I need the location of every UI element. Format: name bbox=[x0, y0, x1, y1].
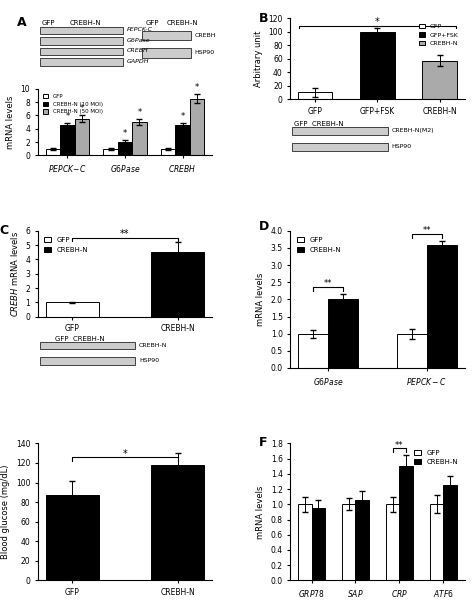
Bar bbox=[397, 334, 427, 368]
Text: **: ** bbox=[324, 279, 332, 288]
Text: CREBH-N: CREBH-N bbox=[69, 20, 101, 26]
Bar bbox=[40, 58, 123, 65]
Bar bbox=[292, 143, 388, 151]
Text: **: ** bbox=[395, 441, 404, 450]
Text: HSP90: HSP90 bbox=[139, 358, 159, 363]
Bar bbox=[46, 302, 99, 316]
Bar bbox=[132, 122, 146, 155]
Bar bbox=[356, 500, 369, 580]
Bar bbox=[60, 125, 74, 155]
Text: *: * bbox=[65, 112, 70, 121]
Bar bbox=[46, 496, 99, 580]
Text: GFP  CREBH-N: GFP CREBH-N bbox=[294, 122, 344, 127]
Bar bbox=[142, 48, 191, 57]
Text: *: * bbox=[195, 83, 199, 92]
Text: GFP  CREBH-N: GFP CREBH-N bbox=[55, 336, 105, 342]
Bar bbox=[400, 466, 413, 580]
Text: GAPDH: GAPDH bbox=[127, 59, 149, 64]
Bar bbox=[103, 148, 118, 155]
Bar bbox=[298, 334, 328, 368]
Bar bbox=[151, 252, 204, 316]
Text: GFP: GFP bbox=[146, 20, 159, 26]
Bar bbox=[386, 504, 400, 580]
Legend: GFP, CREBH-N: GFP, CREBH-N bbox=[411, 447, 461, 468]
Text: HSP90: HSP90 bbox=[195, 50, 215, 55]
Y-axis label: mRNA levels: mRNA levels bbox=[6, 95, 15, 148]
Text: *: * bbox=[123, 129, 127, 138]
Text: HSP90: HSP90 bbox=[392, 144, 411, 149]
Bar bbox=[40, 342, 136, 349]
Bar bbox=[427, 244, 456, 368]
Bar bbox=[40, 48, 123, 55]
Text: D: D bbox=[259, 220, 269, 233]
Bar bbox=[151, 465, 204, 580]
Text: G6Pase: G6Pase bbox=[127, 38, 150, 43]
Text: GFP: GFP bbox=[41, 20, 55, 26]
Text: CREBH-N(M2): CREBH-N(M2) bbox=[392, 128, 434, 133]
Text: *: * bbox=[80, 104, 84, 114]
Bar bbox=[161, 148, 175, 155]
Text: A: A bbox=[17, 16, 27, 29]
Text: C: C bbox=[0, 224, 9, 237]
Text: CREBH-N: CREBH-N bbox=[167, 20, 199, 26]
Text: CREBH-N: CREBH-N bbox=[139, 343, 167, 348]
Bar bbox=[40, 37, 123, 45]
Bar bbox=[292, 126, 388, 134]
Text: F: F bbox=[259, 436, 267, 450]
Bar bbox=[74, 119, 89, 155]
Y-axis label: mRNA levels: mRNA levels bbox=[256, 485, 265, 538]
Y-axis label: Arbitrary unit: Arbitrary unit bbox=[254, 31, 263, 87]
Text: *: * bbox=[137, 108, 142, 117]
Text: *: * bbox=[375, 17, 380, 27]
Bar bbox=[40, 357, 136, 365]
Bar bbox=[298, 92, 332, 99]
Y-axis label: mRNA levels: mRNA levels bbox=[256, 273, 265, 326]
Bar bbox=[360, 32, 394, 99]
Bar bbox=[298, 504, 311, 580]
Bar bbox=[40, 27, 123, 34]
Bar bbox=[342, 504, 356, 580]
Bar bbox=[118, 142, 132, 155]
Y-axis label: Blood glucose (mg/dL): Blood glucose (mg/dL) bbox=[1, 464, 10, 559]
Bar bbox=[328, 299, 358, 368]
Bar bbox=[190, 99, 204, 155]
Y-axis label: $\it{CREBH}$ mRNA levels: $\it{CREBH}$ mRNA levels bbox=[9, 231, 20, 317]
Text: CREBH: CREBH bbox=[195, 32, 216, 38]
Text: B: B bbox=[259, 12, 269, 25]
Text: *: * bbox=[123, 448, 128, 458]
Text: CREBH: CREBH bbox=[127, 48, 148, 53]
Text: **: ** bbox=[120, 229, 130, 240]
Legend: GFP, GFP+FSK, CREBH-N: GFP, GFP+FSK, CREBH-N bbox=[416, 21, 461, 49]
Bar bbox=[443, 485, 456, 580]
Text: PEPCK-C: PEPCK-C bbox=[127, 27, 153, 32]
Bar bbox=[422, 60, 456, 99]
Legend: GFP, CREBH-N (10 MOI), CREBH-N (50 MOI): GFP, CREBH-N (10 MOI), CREBH-N (50 MOI) bbox=[41, 92, 105, 117]
Text: **: ** bbox=[423, 226, 431, 235]
Legend: GFP, CREBH-N: GFP, CREBH-N bbox=[294, 234, 344, 255]
Legend: GFP, CREBH-N: GFP, CREBH-N bbox=[41, 234, 91, 255]
Bar bbox=[311, 508, 325, 580]
Bar bbox=[46, 148, 60, 155]
Bar bbox=[175, 125, 190, 155]
Bar bbox=[142, 31, 191, 40]
Text: *: * bbox=[181, 112, 185, 121]
Bar bbox=[430, 504, 443, 580]
